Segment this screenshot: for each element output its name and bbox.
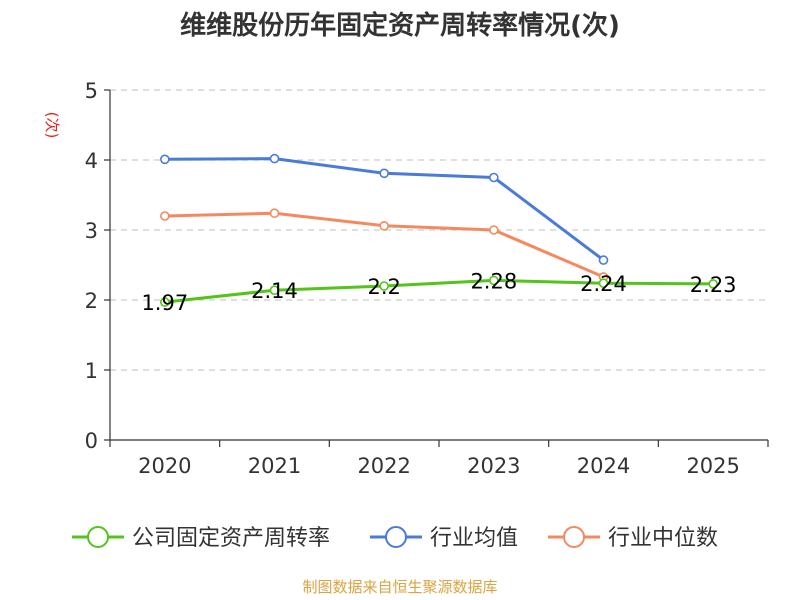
axes: 0 1 2 3 4 5 2020 2021 2022 2023 2024 2025: [85, 79, 769, 478]
data-point: [489, 275, 499, 286]
data-point: [598, 278, 609, 289]
data-point: [379, 168, 389, 179]
x-tick-label: 2021: [248, 454, 301, 478]
y-tick-label: 3: [85, 219, 98, 243]
data-point: [598, 255, 609, 265]
y-tick-label: 2: [85, 289, 98, 313]
data-label: 2.28: [470, 269, 517, 293]
data-label: 2.2: [367, 275, 400, 299]
y-axis-unit-label: (次): [43, 112, 61, 139]
data-label: 2.14: [251, 279, 298, 303]
legend-label: 行业均值: [430, 526, 518, 551]
data-label: 1.97: [141, 291, 188, 315]
legend-marker-icon: [87, 526, 109, 548]
data-point: [160, 297, 170, 307]
data-point: [160, 154, 170, 165]
x-tick-label: 2020: [138, 454, 191, 478]
legend-marker-icon: [385, 526, 407, 548]
legend-label: 行业中位数: [608, 526, 718, 551]
y-tick-label: 1: [85, 359, 98, 383]
y-tick-label: 0: [85, 429, 98, 453]
data-point: [489, 225, 499, 235]
legend: 公司固定资产周转率 行业均值 行业中位数: [72, 526, 718, 551]
x-tick-label: 2025: [686, 454, 739, 478]
data-point: [160, 211, 170, 221]
y-tick-label: 5: [85, 79, 98, 103]
data-label: 2.23: [690, 273, 737, 297]
data-point: [379, 281, 389, 291]
legend-item: 行业均值: [370, 526, 518, 551]
legend-item: 行业中位数: [548, 526, 718, 551]
chart-title: 维维股份历年固定资产周转率情况(次): [180, 10, 620, 41]
x-tick-label: 2024: [577, 454, 630, 478]
data-point: [269, 208, 280, 218]
series-line: [164, 278, 714, 304]
data-point: [379, 221, 389, 231]
data-point: [708, 279, 718, 289]
source-note: 制图数据来自恒生聚源数据库: [302, 578, 497, 596]
data-label: 2.24: [580, 272, 627, 296]
legend-marker-icon: [563, 526, 585, 548]
legend-label: 公司固定资产周转率: [132, 526, 330, 551]
data-point: [269, 285, 280, 296]
data-labels: 1.97 2.14 2.2 2.28 2.24 2.23: [141, 269, 736, 315]
series-lines: [160, 153, 718, 307]
data-point: [269, 153, 280, 164]
x-tick-label: 2022: [357, 454, 410, 478]
legend-item: 公司固定资产周转率: [72, 526, 330, 551]
y-tick-label: 4: [85, 149, 98, 173]
x-tick-label: 2023: [467, 454, 520, 478]
data-point: [489, 172, 499, 183]
grid-lines: [110, 89, 768, 371]
